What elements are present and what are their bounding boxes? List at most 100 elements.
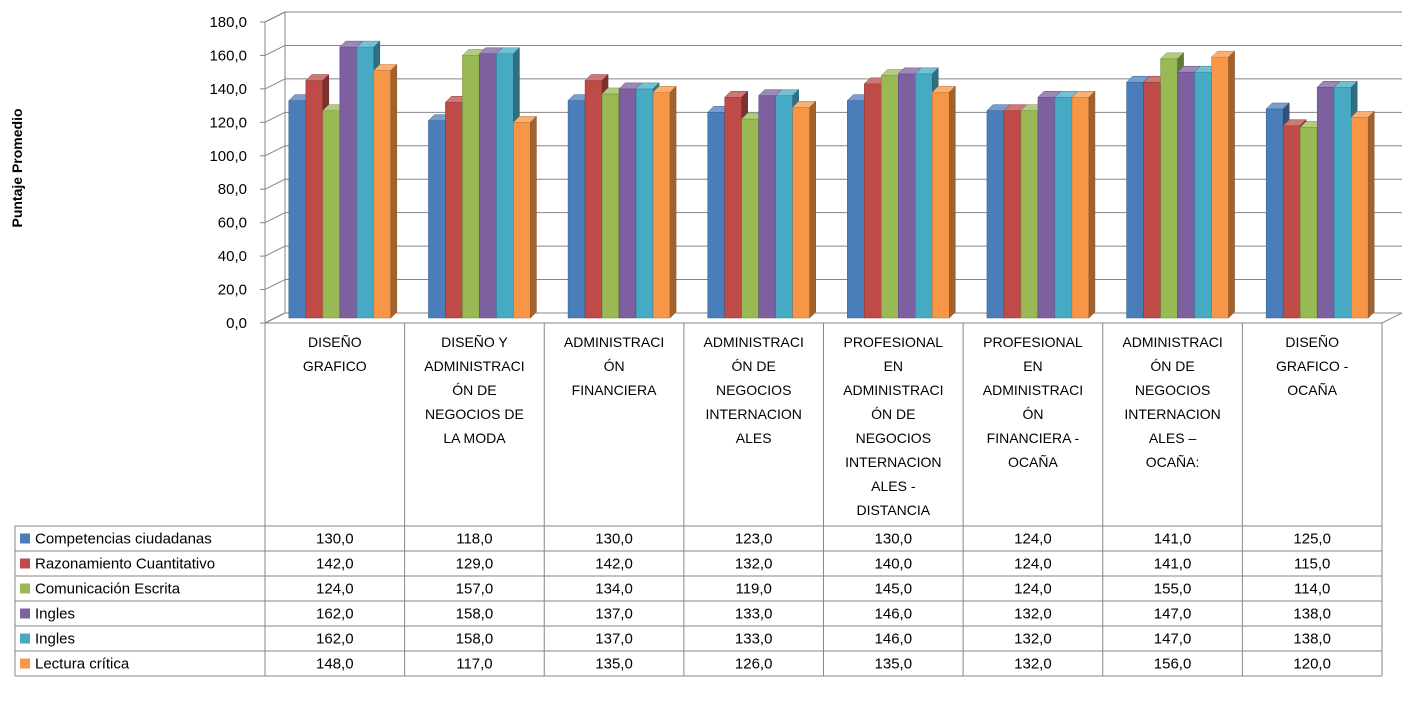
- category-label-line: ADMINISTRACI: [1122, 334, 1222, 350]
- bar-front: [1333, 86, 1352, 319]
- category-label-line: OCAÑA: [1008, 454, 1058, 470]
- category-label-line: DISEÑO: [308, 334, 362, 350]
- table-cell: 162,0: [316, 631, 354, 648]
- bar-side: [809, 100, 816, 319]
- table-cell: 156,0: [1154, 656, 1192, 673]
- table-row: Comunicación Escrita 124,0 157,0 134,0 119,0…: [20, 581, 1330, 598]
- table-cell: 114,0: [1294, 581, 1330, 598]
- category-label-line: OCAÑA:: [1146, 454, 1200, 470]
- y-tick-label: 80,0: [218, 181, 247, 198]
- bar: [1350, 110, 1375, 319]
- table-cell: 119,0: [735, 581, 771, 598]
- gridline-side: [264, 145, 286, 157]
- table-cell: 125,0: [1293, 531, 1331, 548]
- category-label-line: ÓN: [1022, 406, 1043, 422]
- category-label-line: EN: [884, 358, 903, 374]
- gridline-side: [264, 111, 286, 123]
- legend-label: Lectura crítica: [35, 656, 130, 673]
- bar-front: [356, 46, 375, 319]
- y-tick-label: 180,0: [209, 14, 247, 31]
- category-label-line: FINANCIERA: [572, 382, 657, 398]
- bar-side: [669, 85, 677, 319]
- bar: [512, 115, 538, 319]
- bar-front: [881, 75, 899, 319]
- category-label-line: EN: [1023, 358, 1042, 374]
- table-cell: 132,0: [1014, 606, 1052, 623]
- category-label-line: DISEÑO Y: [441, 334, 508, 350]
- table-cell: 157,0: [456, 581, 494, 598]
- table-cell: 124,0: [1014, 581, 1052, 598]
- y-tick-label: 20,0: [218, 282, 247, 299]
- table-cell: 137,0: [595, 606, 633, 623]
- bar-front: [1020, 110, 1039, 319]
- bar-front: [513, 122, 531, 319]
- table-cell: 135,0: [595, 656, 633, 673]
- bar: [1210, 50, 1236, 319]
- category-label-line: ADMINISTRACI: [424, 358, 524, 374]
- bar-side: [390, 63, 398, 319]
- table-cell: 115,0: [1294, 556, 1330, 573]
- bar-front: [322, 110, 341, 319]
- table-cell: 130,0: [595, 531, 633, 548]
- table-cell: 132,0: [1014, 656, 1052, 673]
- bar-front: [305, 80, 324, 319]
- category-label-line: ÓN: [604, 358, 625, 374]
- category-label-line: PROFESIONAL: [983, 334, 1083, 350]
- bar-front: [1126, 81, 1144, 319]
- category-label-line: OCAÑA: [1287, 382, 1337, 398]
- gridline-side: [264, 178, 286, 190]
- bar-front: [741, 118, 759, 319]
- legend-swatch: [20, 583, 30, 594]
- category-label-line: GRAFICO -: [1276, 358, 1349, 374]
- table-cell: 133,0: [735, 631, 773, 648]
- bar-front: [496, 53, 514, 319]
- table-cell: 137,0: [595, 631, 633, 648]
- table-cell: 147,0: [1154, 631, 1192, 648]
- table-cell: 118,0: [456, 531, 492, 548]
- bar-side: [949, 85, 956, 319]
- bar-front: [1003, 110, 1022, 319]
- table-cell: 124,0: [316, 581, 354, 598]
- bar-front: [339, 46, 358, 319]
- table-cell: 134,0: [595, 581, 633, 598]
- table-cell: 129,0: [456, 556, 494, 573]
- bar: [792, 100, 817, 319]
- bar-front: [1054, 97, 1073, 319]
- bar-front: [635, 88, 654, 319]
- category-label-line: ALES: [736, 430, 772, 446]
- bar-side: [530, 115, 537, 319]
- category-label-line: LA MODA: [443, 430, 506, 446]
- table-row: Ingles 162,0 158,0 137,0 133,0 146,0 132,0 147,…: [20, 631, 1331, 648]
- table-cell: 135,0: [875, 656, 913, 673]
- bar: [931, 85, 956, 319]
- bar-front: [724, 97, 742, 319]
- bar-front: [601, 93, 620, 319]
- y-axis-title: Puntaje Promedio: [9, 108, 25, 227]
- table-cell: 148,0: [316, 656, 354, 673]
- table-cell: 138,0: [1293, 606, 1331, 623]
- category-label: DISEÑO GRAFICO - OCAÑA: [1276, 334, 1349, 398]
- category-label-line: NEGOCIOS DE: [425, 406, 524, 422]
- category-label-line: ADMINISTRACI: [704, 334, 804, 350]
- legend-swatch: [20, 658, 30, 669]
- category-label-line: ÓN DE: [871, 406, 915, 422]
- bar-front: [1316, 86, 1335, 319]
- y-tick-label: 120,0: [209, 114, 247, 131]
- bar-front: [1177, 71, 1195, 319]
- table-cell: 142,0: [595, 556, 633, 573]
- category-label-line: FINANCIERA -: [987, 430, 1080, 446]
- table-cell: 162,0: [316, 606, 354, 623]
- legend-swatch: [20, 558, 30, 569]
- table-cell: 141,0: [1154, 531, 1192, 548]
- y-tick-label: 160,0: [209, 47, 247, 64]
- bar-side: [1367, 110, 1375, 319]
- bar-front: [1299, 127, 1318, 319]
- table-cell: 145,0: [875, 581, 913, 598]
- y-tick-label: 140,0: [209, 81, 247, 98]
- bar-side: [1088, 90, 1096, 319]
- category-label: ADMINISTRACI ÓN DE NEGOCIOS INTERNACION ALES…: [1122, 334, 1222, 470]
- bar-front: [652, 92, 671, 319]
- bar-front: [584, 80, 603, 319]
- bar: [652, 85, 677, 319]
- category-label-line: GRAFICO: [303, 358, 367, 374]
